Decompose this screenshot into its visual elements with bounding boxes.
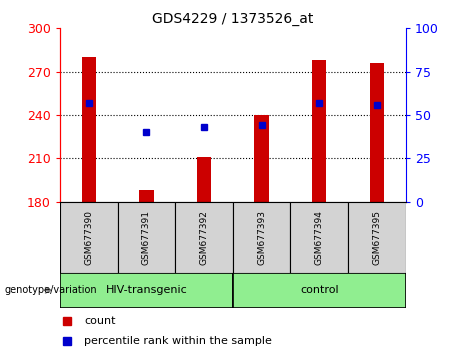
FancyBboxPatch shape <box>290 202 348 273</box>
Text: GSM677393: GSM677393 <box>257 210 266 265</box>
Text: GSM677395: GSM677395 <box>372 210 381 265</box>
Text: GSM677394: GSM677394 <box>315 210 324 265</box>
Text: percentile rank within the sample: percentile rank within the sample <box>84 336 272 346</box>
FancyBboxPatch shape <box>233 202 290 273</box>
Text: GSM677392: GSM677392 <box>200 210 208 265</box>
FancyBboxPatch shape <box>60 273 233 308</box>
Bar <box>312 60 326 202</box>
FancyBboxPatch shape <box>118 202 175 273</box>
Bar <box>370 63 384 202</box>
FancyBboxPatch shape <box>175 202 233 273</box>
Text: GSM677391: GSM677391 <box>142 210 151 265</box>
Bar <box>254 115 269 202</box>
Bar <box>197 157 211 202</box>
Text: GSM677390: GSM677390 <box>84 210 93 265</box>
FancyBboxPatch shape <box>233 273 406 308</box>
Bar <box>139 190 154 202</box>
Text: control: control <box>300 285 338 295</box>
Text: HIV-transgenic: HIV-transgenic <box>106 285 187 295</box>
Text: genotype/variation: genotype/variation <box>5 285 97 295</box>
FancyBboxPatch shape <box>60 202 118 273</box>
Title: GDS4229 / 1373526_at: GDS4229 / 1373526_at <box>152 12 313 26</box>
Bar <box>82 57 96 202</box>
Text: count: count <box>84 316 116 326</box>
FancyBboxPatch shape <box>348 202 406 273</box>
